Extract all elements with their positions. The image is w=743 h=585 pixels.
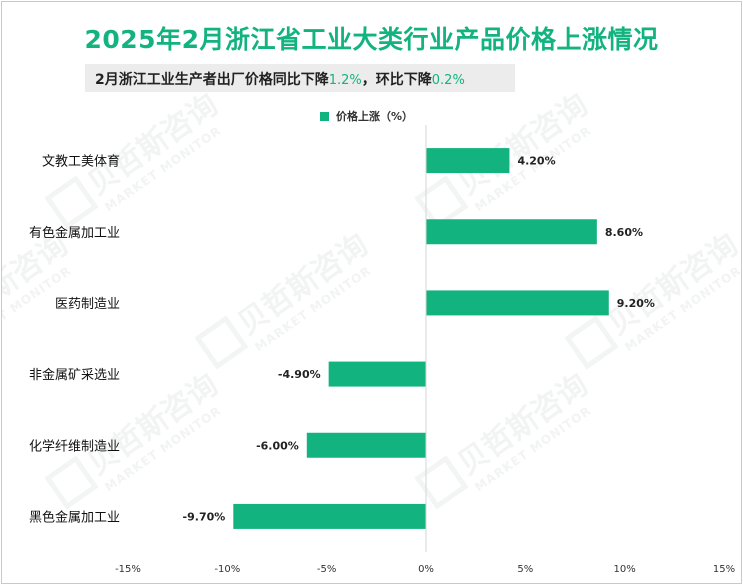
- legend-swatch: [320, 112, 329, 121]
- bar: [233, 503, 426, 529]
- bar: [306, 432, 426, 458]
- subtitle-mom-value: 0.2%: [431, 73, 465, 88]
- watermark-logo: [194, 315, 249, 370]
- bars-layer: 文教工美体育 4.20% 有色金属加工业 8.60% 医药制造业 9.20% 非金属矿采选业…: [29, 148, 655, 529]
- category-label: 文教工美体育: [42, 154, 120, 170]
- watermark-logo: [564, 315, 619, 370]
- subtitle-prefix: 2月浙江工业生产者出厂价格同比下降: [95, 72, 329, 88]
- category-label: 黑色金属加工业: [29, 509, 120, 525]
- bar: [328, 361, 426, 387]
- x-tick-label: -15%: [115, 564, 141, 575]
- data-label: 8.60%: [605, 226, 643, 239]
- category-label: 化学纤维制造业: [29, 438, 120, 454]
- category-label: 医药制造业: [55, 297, 120, 312]
- x-tick-label: -10%: [214, 564, 240, 575]
- subtitle-yoy-value: 1.2%: [328, 73, 362, 88]
- subtitle-middle: ，环比下降: [361, 72, 432, 88]
- chart-legend: 价格上涨（%）: [320, 108, 413, 124]
- data-label: -4.90%: [278, 368, 321, 381]
- data-label: 4.20%: [517, 155, 555, 168]
- bar: [426, 148, 510, 174]
- x-tick-label: -5%: [317, 564, 336, 575]
- legend-label: 价格上涨（%）: [336, 110, 414, 123]
- x-tick-label: 10%: [614, 564, 636, 575]
- data-label: 9.20%: [617, 297, 655, 310]
- watermark-logo: [44, 175, 99, 230]
- bar: [426, 290, 609, 316]
- data-label: -9.70%: [183, 510, 226, 523]
- watermark-logo: [44, 455, 99, 510]
- chart-title: 2025年2月浙江省工业大类行业产品价格上涨情况: [84, 25, 659, 54]
- category-label: 有色金属加工业: [29, 225, 120, 241]
- x-tick-label: 0%: [418, 564, 434, 575]
- watermark-logo: [414, 455, 469, 510]
- bar: [426, 219, 597, 245]
- chart-subtitle: 2月浙江工业生产者出厂价格同比下降1.2%，环比下降0.2%: [95, 69, 465, 89]
- axis-layer: -15% -10% -5% 0% 5% 10% 15%: [115, 125, 735, 575]
- category-label: 非金属矿采选业: [29, 367, 120, 383]
- subtitle-box: 2月浙江工业生产者出厂价格同比下降1.2%，环比下降0.2%: [85, 64, 515, 92]
- x-tick-label: 15%: [713, 564, 735, 575]
- data-label: -6.00%: [256, 439, 299, 452]
- watermark-logo: [414, 175, 469, 230]
- x-tick-label: 5%: [517, 564, 533, 575]
